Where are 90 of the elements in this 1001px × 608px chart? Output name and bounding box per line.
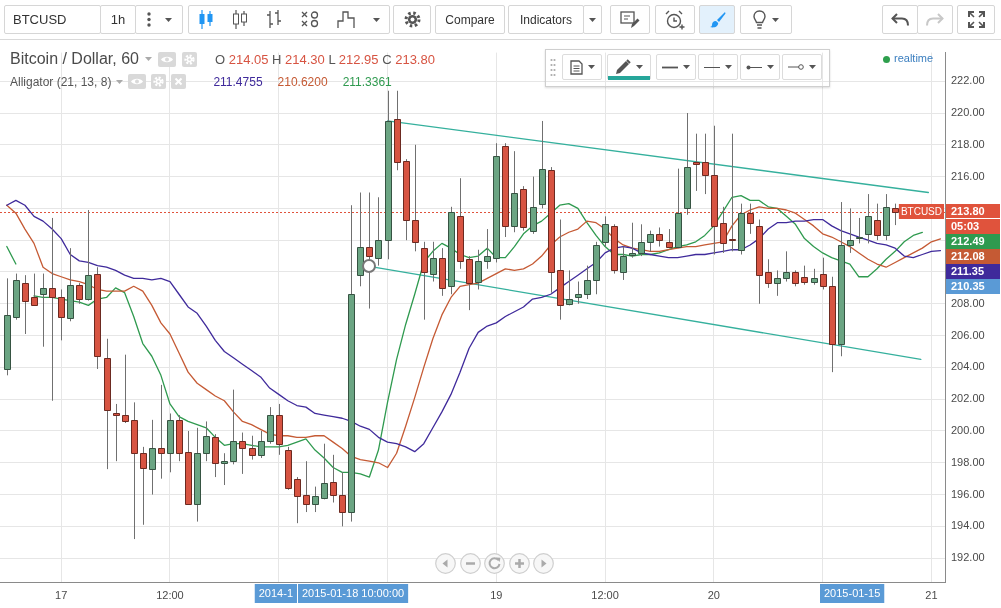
y-tick-label: 198.00 (951, 455, 985, 468)
candlestick (847, 207, 854, 254)
annotation: realtime (894, 52, 934, 64)
chart-subtitle: O 214.05 H 214.30 L 212.95 C 213.80 (214, 51, 435, 67)
ref-line-label: BTCUSD (900, 205, 943, 217)
y-tick-label: 216.00 (951, 169, 985, 182)
candlestick (647, 230, 654, 252)
text: 210.35 (951, 280, 985, 293)
candlestick (339, 471, 346, 527)
candlestick (330, 454, 337, 504)
candlestick (774, 269, 781, 297)
text: 2014-1 (258, 587, 294, 600)
x-tick-label: 12:00 (591, 588, 619, 601)
candlestick (203, 420, 210, 462)
candlestick (49, 217, 56, 402)
text: 2015-01-15 (824, 587, 881, 600)
y-tick-label: 204.00 (951, 360, 985, 373)
candlestick (312, 486, 319, 513)
candlestick (693, 133, 700, 192)
candlestick (221, 452, 228, 486)
candlestick (575, 281, 582, 305)
x-tick-label: 20 (707, 588, 720, 601)
y-tick-label: 200.00 (951, 424, 985, 436)
candlestick (820, 257, 827, 290)
text: 05:03 (951, 220, 980, 233)
candlestick (375, 196, 382, 267)
candlestick (629, 222, 636, 259)
candlestick (783, 250, 790, 283)
candlestick (656, 226, 663, 248)
y-tick-label: 222.00 (951, 74, 985, 87)
y-tick-label: 208.00 (951, 296, 985, 309)
candlestick (475, 249, 482, 290)
candlestick (765, 258, 772, 289)
candlestick (638, 223, 645, 257)
candlestick (31, 273, 38, 306)
candlestick (303, 460, 310, 513)
y-tick-label: 206.00 (951, 328, 985, 341)
y-tick-label: 192.00 (951, 551, 985, 564)
text: 1h (110, 12, 126, 27)
annotation: 211.4755 (213, 74, 263, 89)
annotation: 212.49 (951, 235, 985, 248)
text: Indicators (519, 12, 573, 27)
x-tick-label: 21 (925, 588, 938, 601)
y-tick-label: 196.00 (951, 487, 985, 500)
text: Compare (445, 12, 495, 27)
candlestick (158, 384, 165, 480)
candlestick (85, 209, 92, 302)
chart-title: Bitcoin / Dollar, 60 (10, 50, 139, 68)
candlestick (321, 443, 328, 500)
y-tick-label: 194.00 (951, 519, 985, 532)
candlestick (566, 269, 573, 306)
candlestick (239, 432, 246, 475)
candlestick (113, 403, 120, 462)
candlestick (258, 430, 265, 459)
candlestick (421, 241, 428, 321)
annotation: 211.35 (951, 265, 985, 278)
candlestick (702, 133, 709, 195)
annotation: 210.6200 (277, 74, 328, 89)
candlestick (602, 215, 609, 248)
x-tick-label: 19 (490, 588, 503, 601)
annotation: 211.3361 (342, 74, 392, 89)
candlestick (22, 274, 29, 335)
candlestick (230, 389, 237, 465)
y-tick-label: 220.00 (951, 106, 985, 119)
candlestick (76, 282, 83, 305)
candlestick (140, 446, 147, 526)
candlestick (40, 273, 47, 348)
candlestick (856, 217, 863, 244)
candlestick (801, 265, 808, 286)
text: BTCUSD (13, 12, 67, 27)
candlestick (249, 435, 256, 461)
text: 2015-01-18 10:00:00 (302, 587, 405, 600)
candlestick (466, 255, 473, 311)
candlestick (484, 228, 491, 270)
candlestick (149, 419, 156, 496)
candlestick (865, 193, 872, 244)
candlestick (58, 288, 65, 341)
x-tick-label: 17 (55, 588, 68, 601)
annotation: 212.08 (951, 250, 985, 263)
y-tick-label: 202.00 (951, 392, 985, 405)
y-tick-label: 218.00 (951, 137, 985, 150)
text: 213.80 (951, 205, 985, 218)
candlestick (294, 476, 301, 524)
legend-title: Alligator (21, 13, 8) (10, 74, 112, 89)
candlestick (530, 176, 537, 235)
candlestick (122, 354, 129, 424)
x-tick-label: 12:00 (156, 588, 184, 601)
candlestick (430, 241, 437, 283)
candlestick (584, 265, 591, 300)
candlestick (620, 246, 627, 281)
